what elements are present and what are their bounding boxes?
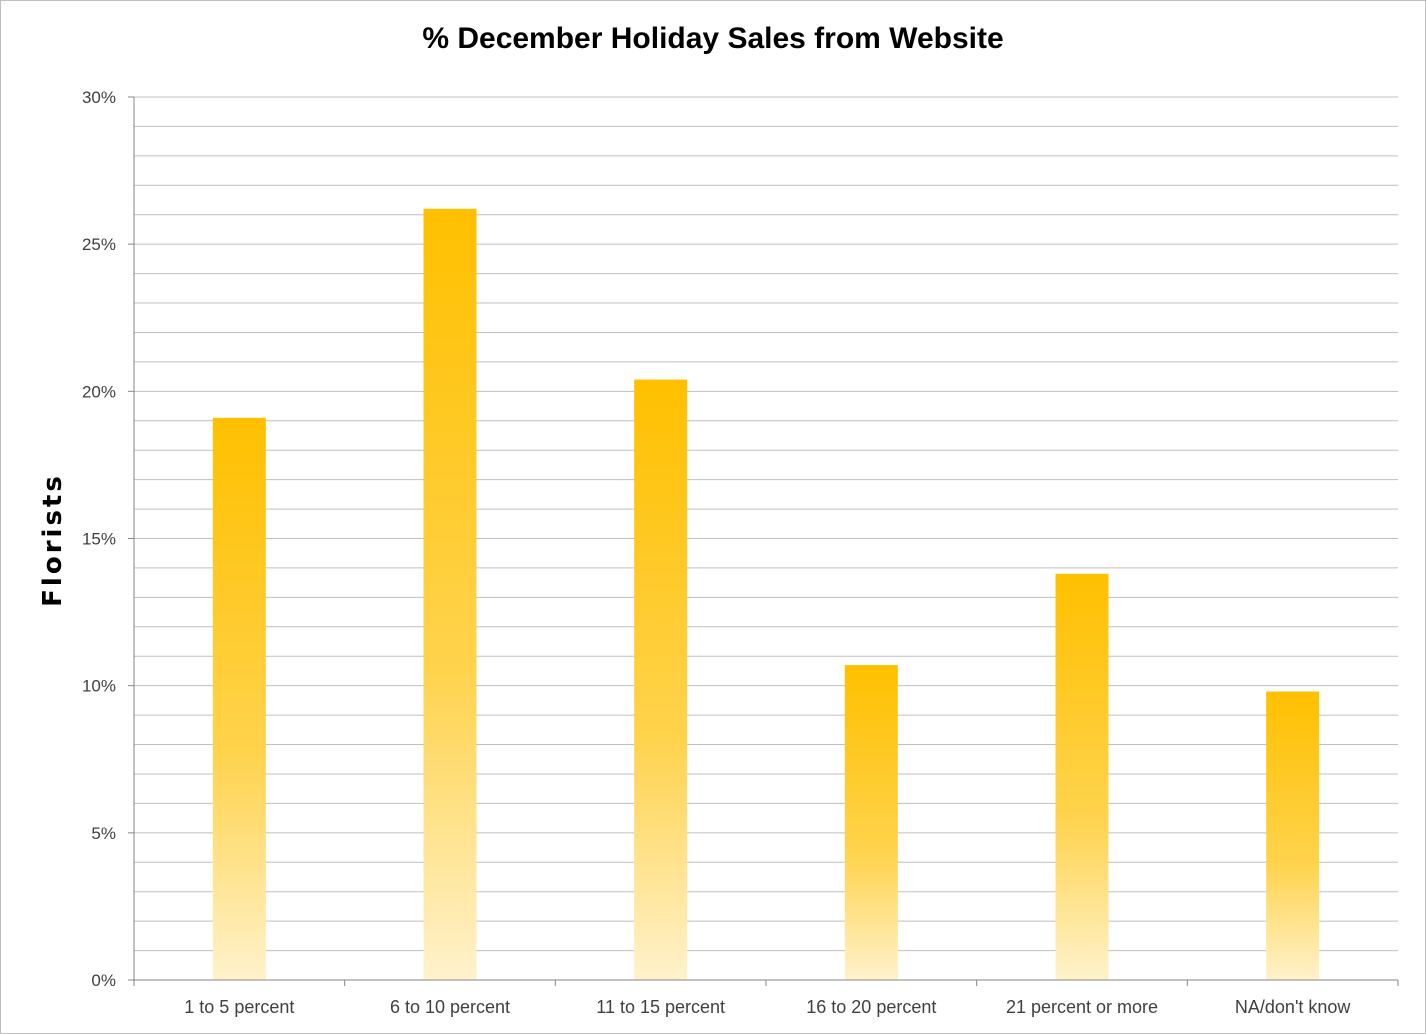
y-tick-label: 20% <box>82 382 116 401</box>
y-tick-label: 5% <box>91 824 116 843</box>
x-tick-label: 11 to 15 percent <box>596 997 725 1017</box>
y-tick-label: 15% <box>82 530 116 549</box>
x-tick-label: 1 to 5 percent <box>184 997 294 1017</box>
bars <box>212 208 1320 980</box>
bar <box>1055 573 1109 980</box>
y-tick-label: 0% <box>91 971 116 990</box>
y-tick-label: 10% <box>82 677 116 696</box>
bar <box>1266 691 1320 980</box>
x-tick-label: 6 to 10 percent <box>390 997 510 1017</box>
x-tick-label: 16 to 20 percent <box>806 997 936 1017</box>
bar <box>212 417 266 980</box>
chart-title: % December Holiday Sales from Website <box>422 22 1004 55</box>
y-tick-label: 25% <box>82 235 116 254</box>
x-tick-label: NA/don't know <box>1235 997 1351 1017</box>
x-tick-label: 21 percent or more <box>1006 997 1158 1017</box>
gridlines <box>134 96 1398 952</box>
axes: 0% 5% 10% 15% 20% 25% 30% 1 to 5 percent 6 to 10… <box>82 88 1399 1017</box>
bar <box>423 208 477 980</box>
y-tick-label: 30% <box>82 88 116 107</box>
bar <box>844 665 898 980</box>
bar <box>634 379 688 980</box>
